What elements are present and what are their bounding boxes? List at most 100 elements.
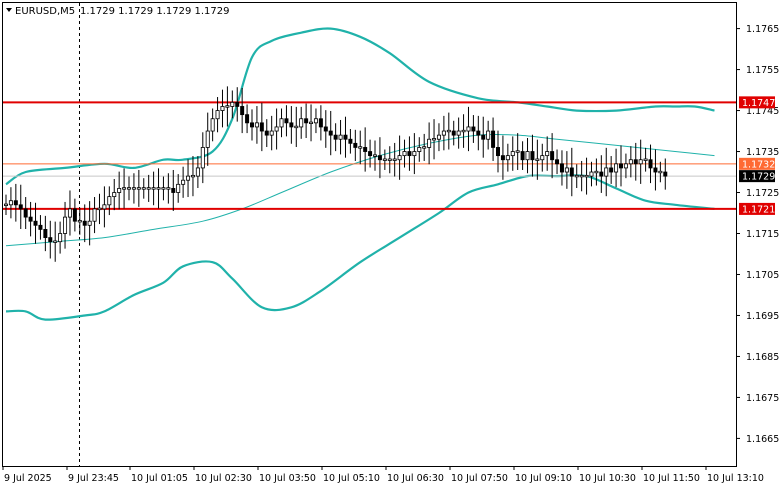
candle — [323, 110, 328, 148]
candle — [313, 108, 318, 134]
candle — [72, 198, 77, 232]
x-tick-label: 10 Jul 07:50 — [451, 473, 508, 484]
candle — [48, 220, 53, 259]
candle — [328, 110, 333, 156]
candle — [535, 139, 540, 180]
candle — [456, 117, 461, 149]
candle — [186, 159, 191, 198]
candle — [559, 150, 564, 186]
x-tick-label: 9 Jul 23:45 — [68, 473, 119, 484]
svg-text:1.1721: 1.1721 — [742, 204, 775, 215]
x-tick-label: 10 Jul 02:30 — [195, 473, 252, 484]
candle — [589, 161, 594, 187]
x-tick-label: 10 Jul 06:30 — [387, 473, 444, 484]
candle — [289, 106, 294, 144]
candle — [422, 133, 427, 161]
candle — [569, 147, 574, 197]
candle — [18, 184, 23, 229]
candle — [43, 215, 48, 252]
x-tick-label: 10 Jul 05:10 — [323, 473, 380, 484]
candle — [372, 140, 377, 171]
candle — [259, 102, 264, 152]
candle — [87, 201, 92, 246]
plot-frame — [2, 2, 737, 467]
price-tag-1.1721: 1.1721 — [739, 202, 775, 215]
price-tag-1.1732: 1.1732 — [739, 157, 775, 170]
candle — [82, 204, 87, 243]
candle — [427, 122, 432, 165]
candle — [476, 115, 481, 151]
chart-header: EURUSD,M5 1.1729 1.1729 1.1729 1.1729 — [6, 6, 230, 17]
candle — [210, 108, 215, 142]
candle — [8, 187, 13, 219]
candle — [604, 147, 609, 197]
candle — [628, 146, 633, 178]
svg-text:1.1732: 1.1732 — [742, 159, 775, 170]
current-price-tag: 1.1729 — [739, 170, 775, 183]
candle — [176, 174, 181, 203]
candle — [63, 201, 68, 249]
candle — [550, 133, 555, 179]
candle — [77, 207, 82, 235]
candle — [653, 149, 658, 191]
y-tick-label: 1.1695 — [746, 311, 779, 322]
candle — [338, 119, 343, 155]
y-tick-label: 1.1755 — [746, 65, 779, 76]
candle — [525, 138, 530, 174]
price-axis[interactable]: 1.1765 1.1755 1.1745 1.1735 1.1725 1.1715 1.17… — [736, 24, 779, 445]
candle — [141, 178, 146, 199]
candle — [471, 115, 476, 143]
candle — [117, 171, 122, 210]
candle — [38, 215, 43, 240]
candle — [500, 135, 505, 180]
x-tick-label: 9 Jul 2025 — [4, 473, 52, 484]
candle — [599, 155, 604, 193]
candle — [264, 119, 269, 148]
candle — [348, 128, 353, 154]
candle — [614, 148, 619, 188]
x-tick-label: 10 Jul 09:10 — [515, 473, 572, 484]
candle — [33, 202, 38, 244]
candle — [107, 186, 112, 216]
candle — [382, 149, 387, 170]
symbol-label: EURUSD,M5 — [15, 6, 75, 17]
candle — [451, 120, 456, 146]
candle — [215, 97, 220, 133]
candle — [122, 168, 127, 209]
svg-text:1.1729: 1.1729 — [742, 172, 775, 183]
candle — [67, 190, 72, 236]
candle — [505, 143, 510, 172]
candle — [53, 221, 58, 262]
candle — [633, 142, 638, 181]
y-tick-label: 1.1745 — [746, 106, 779, 117]
candle — [520, 141, 525, 170]
candle — [112, 178, 117, 211]
candle — [574, 164, 579, 189]
candle — [254, 106, 259, 144]
candle — [579, 160, 584, 192]
candle — [397, 135, 402, 180]
candle — [23, 197, 28, 229]
candle — [555, 149, 560, 175]
candle — [279, 108, 284, 138]
candle — [269, 115, 274, 151]
x-tick-label: 10 Jul 11:50 — [643, 473, 700, 484]
x-tick-label: 10 Jul 13:10 — [707, 473, 764, 484]
candle — [181, 166, 186, 198]
candle — [491, 117, 496, 161]
candle — [284, 105, 289, 137]
candle — [200, 132, 205, 184]
triangle-down-icon — [6, 8, 12, 12]
candle — [151, 171, 156, 206]
y-tick-label: 1.1765 — [746, 24, 779, 35]
candle — [309, 104, 314, 142]
bollinger-upper-band — [5, 27, 715, 186]
candle — [195, 156, 200, 189]
candle — [102, 186, 107, 228]
candle — [368, 139, 373, 168]
candle — [220, 89, 225, 128]
time-axis[interactable]: 9 Jul 2025 9 Jul 23:45 10 Jul 01:05 10 Jul … — [2, 466, 764, 484]
candle — [171, 169, 176, 211]
